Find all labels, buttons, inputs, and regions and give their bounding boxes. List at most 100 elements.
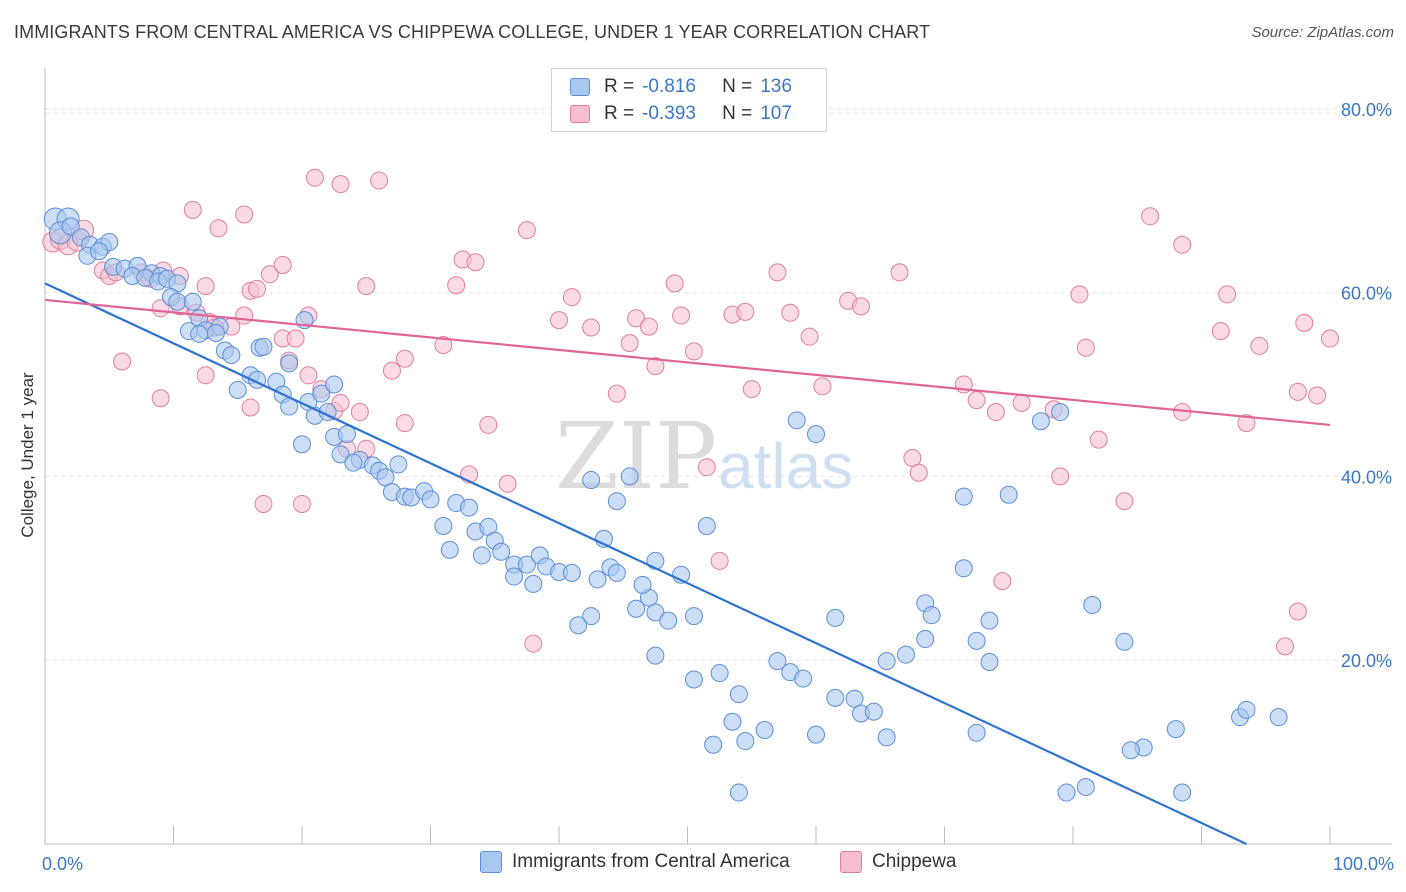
chippewa-point <box>665 274 684 293</box>
legend-n-label: N = <box>722 103 753 124</box>
chippewa-point <box>562 288 581 307</box>
central-america-point <box>421 490 440 509</box>
central-america-point <box>877 728 896 747</box>
chippewa-point <box>627 309 646 328</box>
chippewa-point <box>370 171 389 190</box>
legend-row-chippewa: R = -0.393 N = 107 <box>570 102 792 126</box>
chippewa-point <box>254 494 273 513</box>
central-america-point <box>826 608 845 627</box>
y-tick-label: 20.0% <box>1341 651 1392 671</box>
central-america-point <box>755 721 774 740</box>
central-america-point <box>1076 778 1095 797</box>
chart-title: IMMIGRANTS FROM CENTRAL AMERICA VS CHIPP… <box>14 22 931 42</box>
chippewa-point <box>813 377 832 396</box>
chippewa-point <box>350 403 369 422</box>
chippewa-point <box>993 572 1012 591</box>
chippewa-point <box>498 474 517 493</box>
source-label: Source: ZipAtlas.com <box>1251 24 1394 41</box>
trend-lines <box>44 282 1331 845</box>
watermark: ZIP atlas <box>555 403 853 510</box>
chippewa-point <box>1173 235 1192 254</box>
chippewa-point <box>1321 329 1339 348</box>
central-america-point <box>337 425 356 444</box>
central-america-point <box>505 567 524 586</box>
chippewa-point <box>299 366 318 385</box>
central-america-point <box>1083 596 1102 615</box>
central-america-point <box>206 324 225 343</box>
chippewa-point <box>113 352 132 371</box>
central-america-point <box>280 354 299 373</box>
chippewa-point <box>248 279 267 298</box>
series-legend-central-america[interactable]: Immigrants from Central America <box>480 851 790 873</box>
legend-r-value: -0.816 <box>642 76 696 97</box>
central-america-point <box>710 664 729 683</box>
chippewa-point <box>1076 338 1095 357</box>
central-america-point <box>922 606 941 625</box>
series-swatch-pink <box>840 851 862 873</box>
chippewa-point <box>1288 382 1307 401</box>
y-tick-label: 80.0% <box>1341 100 1392 120</box>
series-legend-label: Chippewa <box>872 851 957 872</box>
central-america-point <box>967 631 986 650</box>
chippewa-point <box>286 329 305 348</box>
series-legend-chippewa[interactable]: Chippewa <box>840 851 957 873</box>
x-tick-labels: 0.0% 100.0% <box>42 854 1394 874</box>
chippewa-point <box>241 398 260 417</box>
central-america-point <box>582 471 601 490</box>
y-tick-label: 60.0% <box>1341 284 1392 304</box>
chippewa-point <box>800 327 819 346</box>
central-america-point <box>183 292 202 311</box>
legend-swatch-pink <box>570 105 590 123</box>
chippewa-point <box>550 311 568 330</box>
watermark-zip: ZIP <box>555 403 717 510</box>
chippewa-point <box>736 302 755 321</box>
central-america-point <box>312 384 331 403</box>
central-america-point <box>659 611 678 630</box>
chippewa-point <box>646 357 665 376</box>
chippewa-point <box>1089 430 1108 449</box>
axes <box>44 68 1392 845</box>
central-america-point <box>704 735 723 754</box>
chippewa-point <box>582 318 601 337</box>
central-america-point <box>684 607 703 626</box>
chippewa-point <box>1288 602 1307 621</box>
chippewa-point <box>1211 322 1230 341</box>
chippewa-point <box>260 265 279 284</box>
central-america-point <box>954 487 973 506</box>
central-america-point <box>916 630 935 649</box>
chippewa-point <box>395 414 414 433</box>
central-america-point <box>980 653 999 672</box>
central-america-point <box>807 725 825 744</box>
central-america-point <box>729 783 748 802</box>
grid-lines <box>45 108 1392 661</box>
chippewa-point <box>909 463 928 482</box>
y-tick-labels: 20.0% 40.0% 60.0% 80.0% <box>1341 100 1392 671</box>
chippewa-point <box>768 263 787 282</box>
chippewa-point <box>305 168 324 187</box>
central-america-point <box>588 570 607 589</box>
central-america-point <box>607 492 626 511</box>
chippewa-trend-line <box>44 298 1331 427</box>
watermark-atlas: atlas <box>718 430 853 502</box>
chippewa-point <box>209 219 228 238</box>
central-america-point <box>440 540 459 559</box>
chippewa-point <box>1070 285 1089 304</box>
central-america-point <box>729 685 748 704</box>
central-america-point <box>620 467 639 486</box>
central-america-point <box>1237 700 1256 719</box>
legend-swatch-blue <box>570 78 590 96</box>
central-america-point <box>89 242 108 261</box>
central-america-point <box>492 542 511 561</box>
central-america-point <box>254 337 273 356</box>
central-america-point <box>517 555 536 574</box>
chippewa-point <box>1115 492 1134 511</box>
central-america-point <box>999 485 1018 504</box>
chippewa-point <box>196 277 215 296</box>
chippewa-point <box>851 297 870 316</box>
central-america-point <box>723 712 742 731</box>
chippewa-point <box>466 253 485 272</box>
chippewa-point <box>235 306 254 325</box>
chippewa-point <box>434 335 453 354</box>
central-america-point <box>168 292 187 311</box>
central-america-point <box>896 645 915 664</box>
